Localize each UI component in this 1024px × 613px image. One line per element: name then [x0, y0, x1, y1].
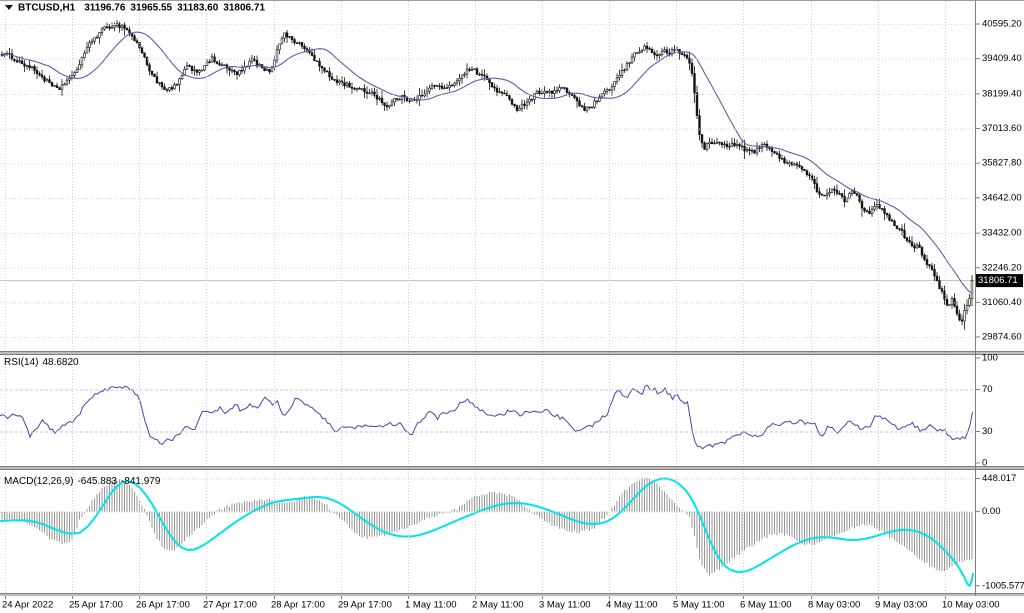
panel-splitter[interactable]	[0, 351, 1024, 355]
time-axis-label: 27 Apr 17:00	[203, 600, 257, 611]
macd-signal-value: -841.979	[121, 476, 161, 487]
price-axis-label: 37013.60	[982, 123, 1022, 134]
time-axis-label: 2 May 11:00	[472, 600, 524, 611]
low-value: 31183.60	[177, 2, 219, 13]
rsi-axis-label: 0	[982, 458, 987, 469]
rsi-name: RSI(14)	[4, 357, 38, 368]
grid-vertical	[0, 1, 975, 593]
macd-name: MACD(12,26,9)	[4, 476, 73, 487]
time-axis-label: 6 May 11:00	[740, 600, 792, 611]
macd-signal-line	[0, 477, 974, 587]
time-axis-label: 5 May 11:00	[673, 600, 725, 611]
chart-title: BTCUSD,H1 31196.76 31965.55 31183.60 31806.7…	[18, 2, 265, 13]
close-value: 31806.71	[223, 2, 265, 13]
rsi-axis-label: 30	[982, 426, 993, 437]
rsi-axis-label: 100	[982, 353, 998, 364]
macd-indicator-label: MACD(12,26,9) -645.883 -841.979	[4, 476, 161, 487]
rsi-panel[interactable]	[0, 384, 973, 450]
price-axis-label: 34642.00	[982, 192, 1022, 203]
macd-axis-label: -1005.577	[982, 580, 1024, 591]
symbol-dropdown-icon[interactable]	[5, 5, 13, 10]
time-axis-label: 10 May 03:00	[942, 600, 1000, 611]
price-axis[interactable]: 40595.20 39409.40 38199.40 37013.60 35827.80…	[975, 19, 1024, 592]
price-axis-label: 39409.40	[982, 53, 1022, 64]
price-axis-label: 33432.00	[982, 228, 1022, 239]
price-axis-label: 29874.60	[982, 332, 1022, 343]
macd-value: -645.883	[77, 476, 117, 487]
current-price-tag-text: 31806.71	[978, 275, 1018, 286]
price-axis-label: 31060.40	[982, 297, 1022, 308]
symbol-label: BTCUSD,H1	[18, 2, 76, 13]
rsi-axis-label: 70	[982, 384, 993, 395]
rsi-indicator-label: RSI(14) 48.6820	[4, 357, 79, 368]
time-axis-label: 28 Apr 17:00	[271, 600, 325, 611]
rsi-line	[0, 384, 973, 450]
price-axis-label: 40595.20	[982, 19, 1022, 30]
macd-axis-label: 448.017	[982, 473, 1016, 484]
price-axis-label: 35827.80	[982, 158, 1022, 169]
time-axis-label: 9 May 03:00	[875, 600, 927, 611]
time-axis[interactable]: 24 Apr 2022 25 Apr 17:00 26 Apr 17:00 27 Ap…	[2, 596, 1000, 611]
high-value: 31965.55	[130, 2, 172, 13]
panel-separators	[0, 0, 1024, 596]
time-axis-label: 3 May 11:00	[539, 600, 591, 611]
chart-header: BTCUSD,H1 31196.76 31965.55 31183.60 31806.7…	[5, 2, 265, 13]
open-value: 31196.76	[84, 2, 126, 13]
time-axis-label: 24 Apr 2022	[2, 600, 53, 611]
panel-splitter[interactable]	[0, 466, 1024, 470]
time-axis-label: 8 May 03:00	[808, 600, 860, 611]
macd-axis-label: 0.00	[982, 506, 1001, 517]
time-axis-label: 25 Apr 17:00	[69, 600, 123, 611]
rsi-value: 48.6820	[42, 357, 79, 368]
ma-line	[1, 31, 973, 294]
time-axis-label: 1 May 11:00	[405, 600, 457, 611]
price-axis-label: 38199.40	[982, 88, 1022, 99]
time-axis-label: 4 May 11:00	[606, 600, 658, 611]
current-price-tag	[976, 274, 1023, 288]
price-axis-label: 32246.20	[982, 262, 1022, 273]
time-axis-label: 26 Apr 17:00	[136, 600, 190, 611]
time-axis-label: 29 Apr 17:00	[338, 600, 392, 611]
